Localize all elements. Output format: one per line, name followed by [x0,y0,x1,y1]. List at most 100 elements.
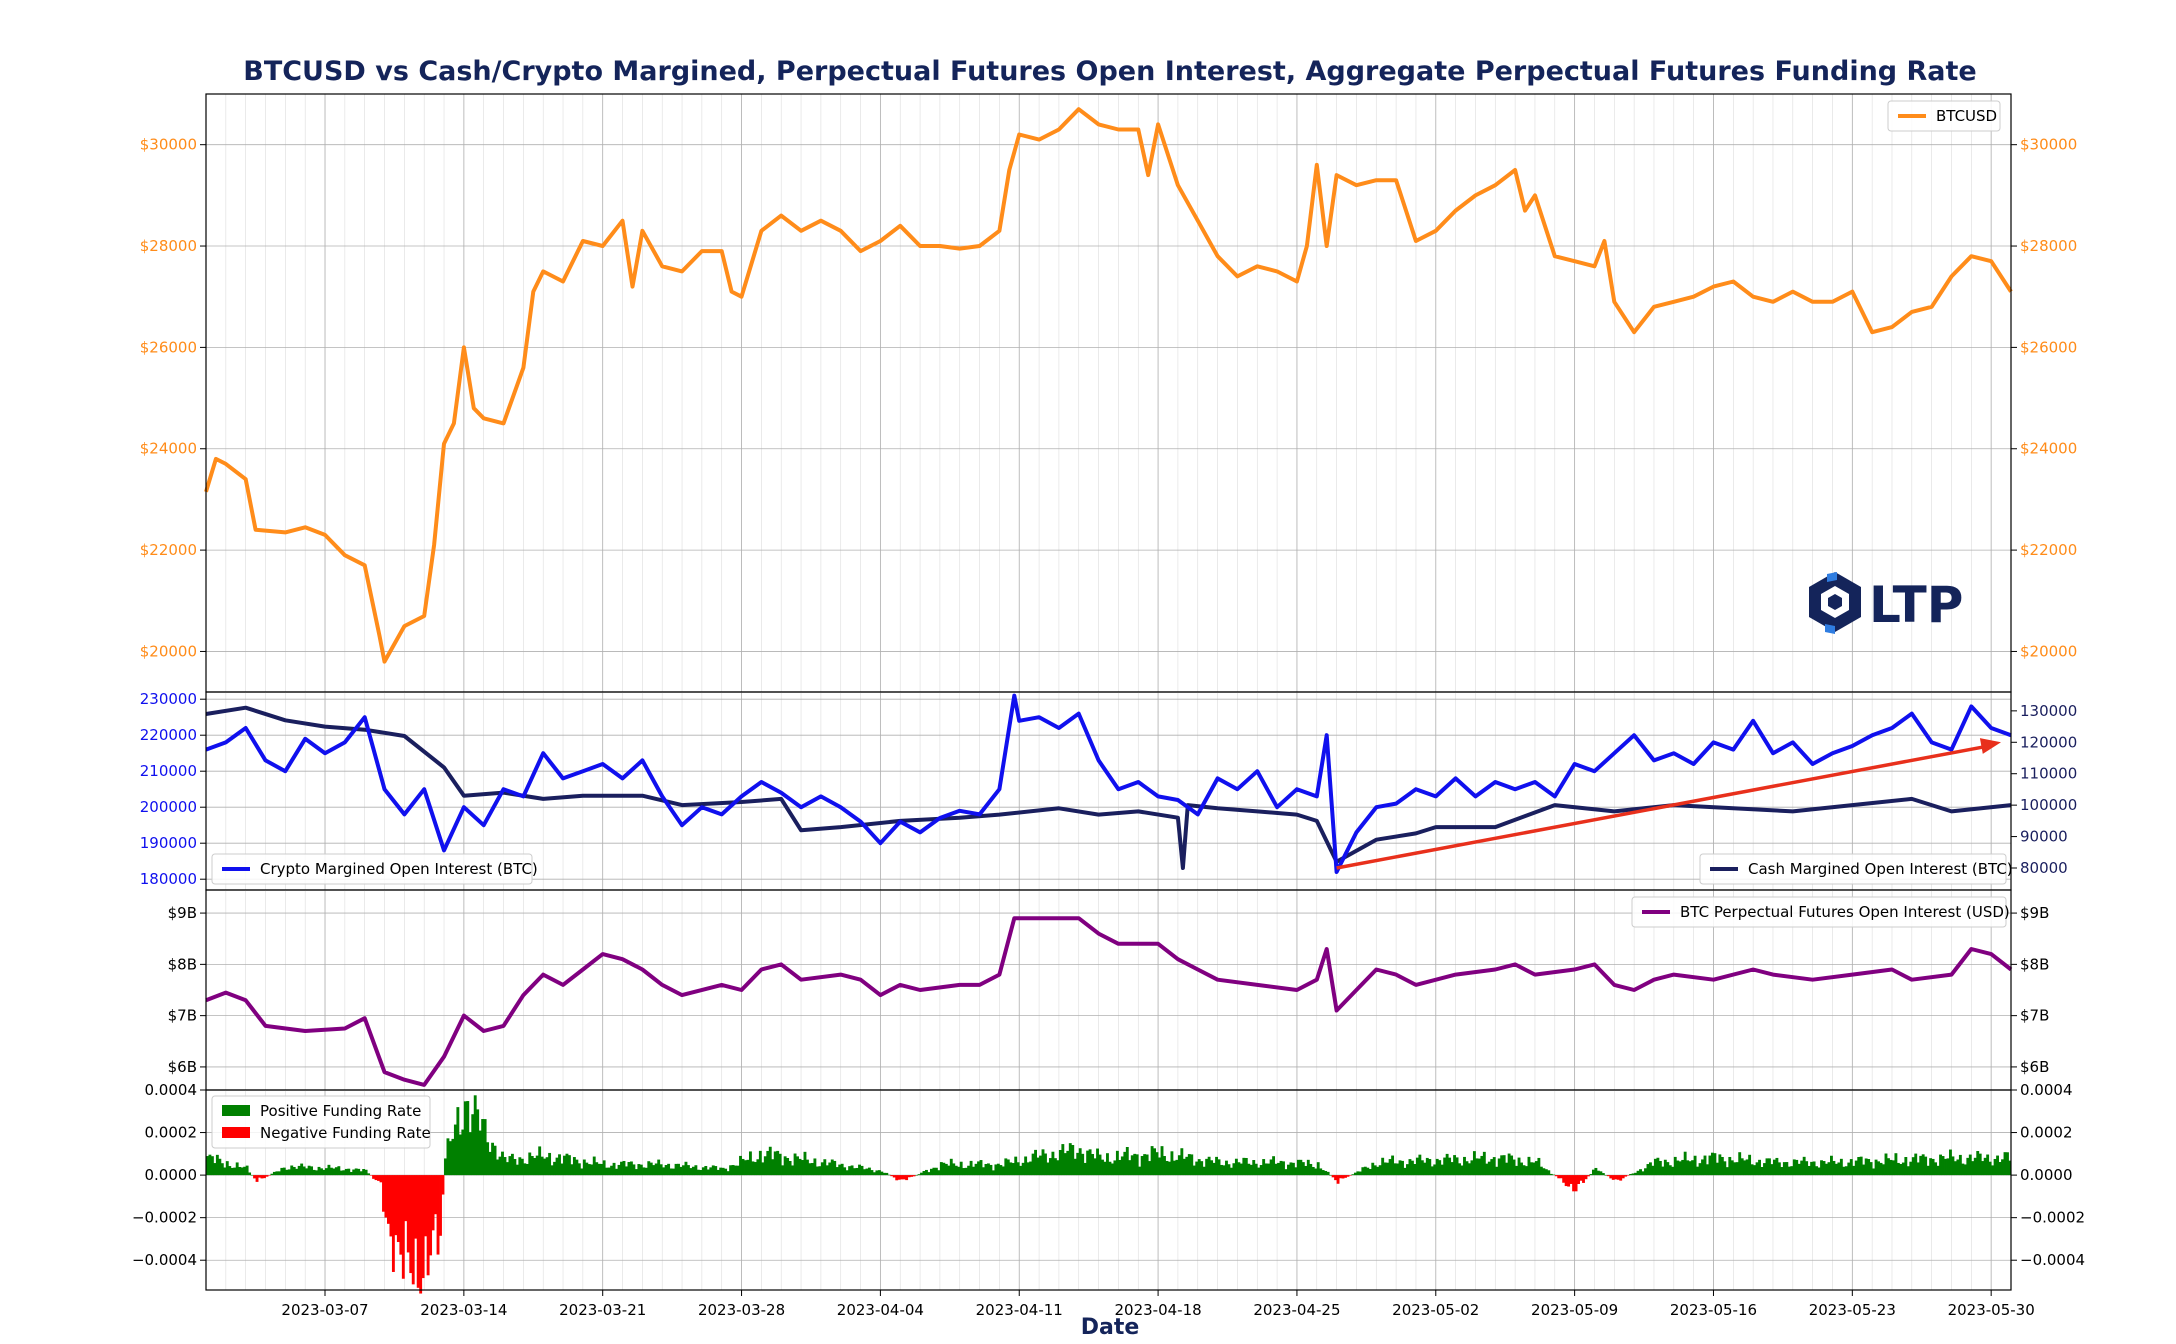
funding-bar-positive [1703,1155,1707,1176]
oi-y-right-tick-label: 80000 [2020,859,2068,877]
oi-y-tick-label: 230000 [140,690,197,708]
funding-bar-positive [1234,1158,1238,1176]
funding-bar-positive [461,1129,465,1176]
funding-bar-negative [439,1175,442,1236]
funding-bar-positive [1410,1160,1414,1176]
funding-bar-positive [1103,1161,1107,1176]
oi-y-tick-label: 200000 [140,798,197,816]
x-tick-label: 2023-04-11 [976,1301,1063,1319]
funding-bar-positive [744,1160,747,1176]
funding-bar-negative [1621,1175,1625,1179]
funding-bar-positive [483,1119,487,1176]
funding-bar-positive [1371,1162,1375,1176]
funding-bar-positive [679,1166,683,1176]
funding-bar-positive [1435,1158,1439,1176]
funding-bar-positive [545,1157,549,1176]
funding-bar-negative [421,1175,425,1279]
usd-oi-y-tick-label: $8B [168,955,197,973]
funding-bar-positive [1641,1171,1645,1176]
funding-bar-positive [860,1165,864,1176]
funding-bar-positive [763,1156,767,1176]
funding-bar-positive [1492,1157,1496,1176]
funding-bar-positive [937,1170,941,1176]
funding-bar-positive [1220,1164,1223,1176]
funding-bar-positive [580,1168,584,1176]
funding-bar-positive [1961,1163,1965,1176]
funding-bar-positive [982,1167,985,1176]
funding-bar-positive [796,1156,799,1176]
funding-bar-positive [1869,1162,1873,1176]
funding-bar-positive [751,1161,755,1176]
funding-bar-positive [815,1166,819,1176]
funding-bar-positive [240,1167,244,1176]
btc-y-tick-label: $26000 [140,338,197,356]
funding-bar-negative [1582,1175,1585,1183]
funding-bar-positive [1381,1157,1385,1176]
funding-bar-positive [1277,1162,1280,1176]
funding-y-right-tick-label: −0.0002 [2020,1209,2085,1227]
x-tick-label: 2023-05-23 [1809,1301,1896,1319]
funding-bar-positive [230,1167,234,1176]
usd-oi-line [205,916,2013,1087]
funding-bar-positive [1547,1170,1551,1176]
funding-bar-positive [272,1171,276,1176]
funding-bar-positive [334,1167,338,1176]
funding-bar-positive [528,1152,532,1176]
funding-bar-positive [1787,1166,1791,1176]
funding-bar-positive [788,1160,792,1176]
funding-bar-negative [905,1175,909,1181]
funding-bar-positive [354,1168,358,1176]
funding-bar-positive [218,1158,222,1176]
funding-bar-positive [1527,1156,1531,1176]
funding-bar-positive [1403,1167,1407,1176]
funding-bar-negative [384,1175,388,1218]
funding-bar-negative [1606,1175,1610,1177]
funding-bar-positive [1482,1151,1486,1176]
funding-bar-positive [1815,1166,1819,1176]
funding-bar-positive [1168,1161,1171,1176]
funding-bar-positive [977,1161,980,1176]
funding-bar-positive [870,1170,874,1176]
funding-bar-positive [235,1162,239,1176]
funding-bar-positive [1839,1158,1843,1176]
funding-bar-negative [424,1175,428,1237]
funding-bar-positive [855,1167,859,1176]
funding-bar-positive [882,1172,886,1176]
funding-bar-positive [783,1156,787,1176]
funding-bar-positive [1921,1154,1925,1176]
funding-bar-positive [1723,1161,1727,1176]
funding-bar-positive [863,1169,866,1176]
funding-bar-positive [1802,1156,1806,1176]
funding-bar-positive [245,1165,249,1176]
funding-bar-positive [1083,1162,1087,1176]
funding-bar-positive [786,1157,790,1176]
legend-box [211,853,533,885]
funding-bar-negative [260,1175,264,1179]
funding-bar-positive [357,1168,361,1176]
funding-bar-positive [1110,1163,1114,1176]
funding-bar-positive [1800,1160,1804,1176]
funding-bar-positive [1388,1159,1392,1176]
funding-bar-positive [1916,1162,1920,1176]
negative-funding-bars [253,1175,1630,1294]
btc-y-tick-label: $24000 [140,440,197,458]
funding-bar-positive [533,1158,537,1176]
funding-bar-positive [300,1163,304,1176]
funding-bar-negative [1562,1175,1566,1183]
funding-bar-positive [607,1167,611,1176]
funding-bar-positive [1591,1169,1595,1176]
funding-bar-positive [612,1162,616,1176]
funding-y-right-tick-label: 0.0002 [2020,1124,2073,1142]
funding-bar-positive [1539,1166,1543,1176]
funding-y-tick-label: −0.0004 [132,1251,197,1269]
funding-bar-positive [1941,1156,1945,1176]
funding-bar-positive [1956,1159,1960,1176]
funding-bar-positive [1187,1154,1191,1176]
funding-bar-negative [1567,1175,1571,1187]
funding-bar-positive [1398,1160,1402,1176]
funding-bar-positive [352,1169,356,1176]
funding-bar-positive [647,1161,651,1176]
open-interest-usd-panel: $6B $6B $7B $7B $8B $8B $9B $9B BTC Perpectual F… [168,889,2049,1091]
funding-bar-positive [1048,1158,1052,1176]
funding-bar-positive [1502,1155,1506,1176]
